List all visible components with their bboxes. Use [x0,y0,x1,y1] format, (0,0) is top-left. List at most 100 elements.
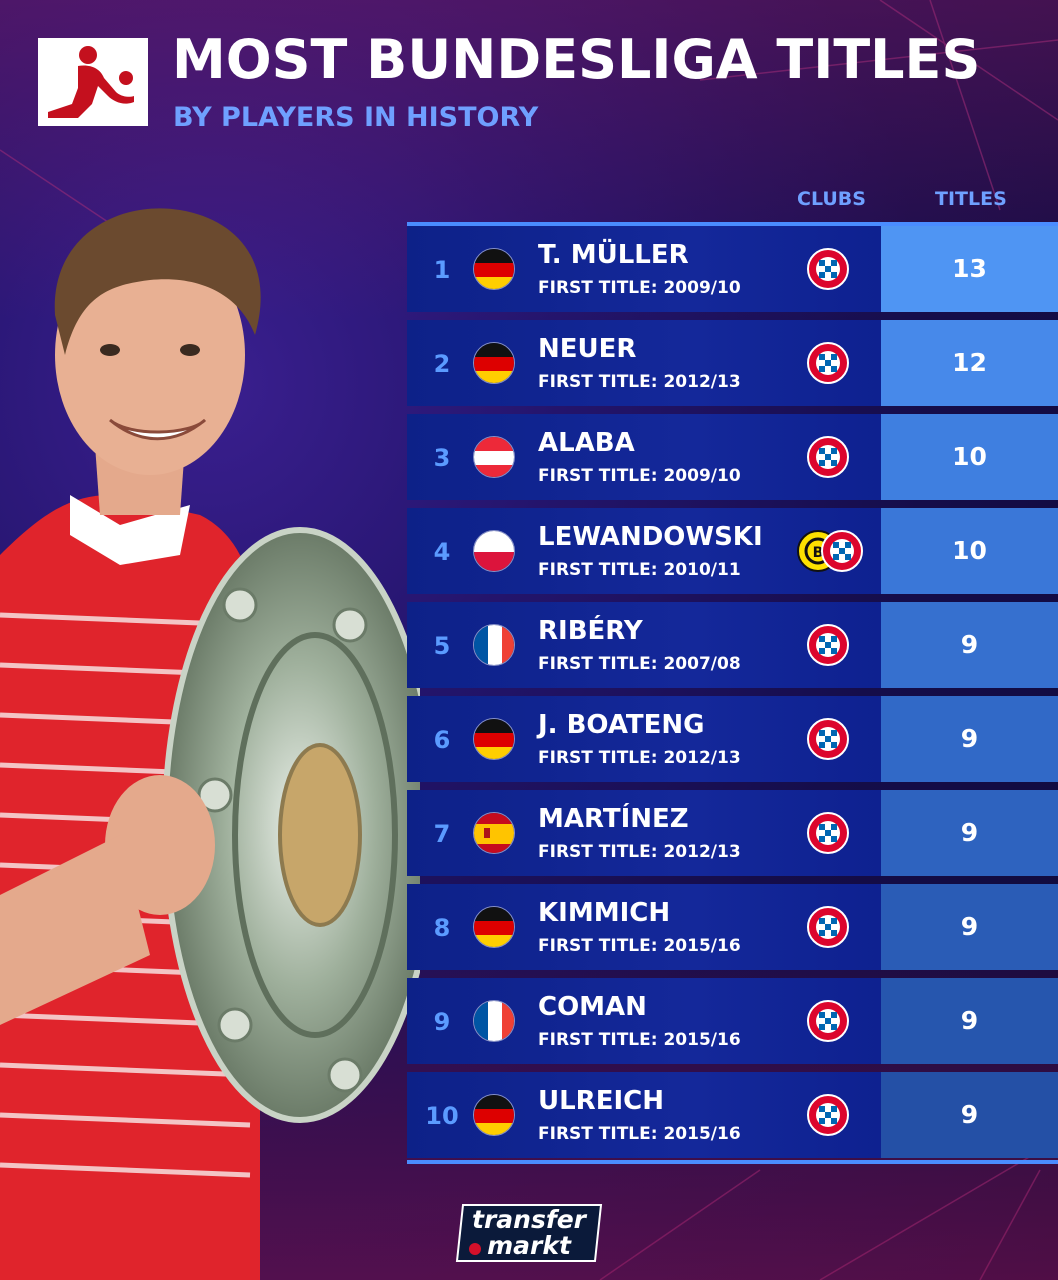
table-row: 5 RIBÉRY FIRST TITLE: 2007/08 9 [407,602,1058,688]
row-player-cell: 3 ALABA FIRST TITLE: 2009/10 [407,414,881,500]
clubs-column-header: CLUBS [797,188,866,210]
first-title: FIRST TITLE: 2012/13 [538,842,741,862]
row-player-cell: 4 LEWANDOWSKI FIRST TITLE: 2010/11 B [407,508,881,594]
first-title: FIRST TITLE: 2009/10 [538,466,741,486]
first-title: FIRST TITLE: 2015/16 [538,1030,741,1050]
germany-flag-icon [473,342,515,384]
first-title: FIRST TITLE: 2009/10 [538,278,741,298]
table-row: 6 J. BOATENG FIRST TITLE: 2012/13 9 [407,696,1058,782]
table-bottom-border [407,1160,1058,1164]
svg-text:B: B [813,545,824,561]
bayern-club-icon [807,812,849,854]
germany-flag-icon [473,248,515,290]
player-name: ULREICH [538,1086,664,1116]
first-title: FIRST TITLE: 2015/16 [538,1124,741,1144]
table-row: 3 ALABA FIRST TITLE: 2009/10 10 [407,414,1058,500]
austria-flag-icon [473,436,515,478]
row-titles-cell: 12 [881,320,1058,406]
row-titles-cell: 10 [881,414,1058,500]
rank-number: 8 [433,914,451,942]
titles-count: 13 [952,254,987,283]
row-player-cell: 2 NEUER FIRST TITLE: 2012/13 [407,320,881,406]
player-name: COMAN [538,992,647,1022]
row-titles-cell: 9 [881,978,1058,1064]
spain-flag-icon [473,812,515,854]
row-titles-cell: 9 [881,1072,1058,1158]
titles-count: 10 [952,442,987,471]
player-name: NEUER [538,334,637,364]
titles-count: 12 [952,348,987,377]
titles-count: 9 [960,630,979,659]
germany-flag-icon [473,906,515,948]
bayern-club-icon [807,248,849,290]
row-titles-cell: 10 [881,508,1058,594]
brand-line-2: markt [487,1231,571,1260]
page-title: MOST BUNDESLIGA TITLES [172,28,981,91]
player-name: KIMMICH [538,898,671,928]
bayern-club-icon [807,624,849,666]
first-title: FIRST TITLE: 2012/13 [538,748,741,768]
rank-number: 1 [433,256,451,284]
titles-count: 9 [960,912,979,941]
bayern-club-icon [807,1094,849,1136]
row-titles-cell: 9 [881,696,1058,782]
rank-number: 7 [433,820,451,848]
player-name: ALABA [538,428,635,458]
rank-number: 9 [433,1008,451,1036]
table-row: 1 T. MÜLLER FIRST TITLE: 2009/10 13 [407,226,1058,312]
rank-number: 3 [433,444,451,472]
titles-count: 9 [960,724,979,753]
transfermarkt-logo: transfer markt [455,1203,603,1263]
row-player-cell: 10 ULREICH FIRST TITLE: 2015/16 [407,1072,881,1158]
row-player-cell: 6 J. BOATENG FIRST TITLE: 2012/13 [407,696,881,782]
first-title: FIRST TITLE: 2015/16 [538,936,741,956]
row-player-cell: 9 COMAN FIRST TITLE: 2015/16 [407,978,881,1064]
row-titles-cell: 13 [881,226,1058,312]
table-row: 7 MARTÍNEZ FIRST TITLE: 2012/13 9 [407,790,1058,876]
player-name: LEWANDOWSKI [538,522,763,552]
brand-line-1: transfer [472,1205,586,1234]
france-flag-icon [473,1000,515,1042]
first-title: FIRST TITLE: 2012/13 [538,372,741,392]
titles-count: 9 [960,1100,979,1129]
rank-number: 4 [433,538,451,566]
germany-flag-icon [473,1094,515,1136]
bayern-club-icon [807,906,849,948]
titles-count: 10 [952,536,987,565]
bayern-club-icon [807,342,849,384]
bayern-club-icon [821,530,863,572]
bayern-club-icon [807,718,849,760]
player-name: J. BOATENG [538,710,705,740]
player-photo [0,208,420,1280]
table-row: 2 NEUER FIRST TITLE: 2012/13 12 [407,320,1058,406]
france-flag-icon [473,624,515,666]
rank-number: 10 [425,1102,459,1130]
rank-number: 5 [433,632,451,660]
bundesliga-logo-icon [48,46,134,118]
player-name: MARTÍNEZ [538,804,689,834]
table-row: 10 ULREICH FIRST TITLE: 2015/16 9 [407,1072,1058,1158]
row-player-cell: 5 RIBÉRY FIRST TITLE: 2007/08 [407,602,881,688]
table-row: 4 LEWANDOWSKI FIRST TITLE: 2010/11 B 10 [407,508,1058,594]
poland-flag-icon [473,530,515,572]
transfermarkt-logo-icon [455,1204,603,1262]
page-subtitle: BY PLAYERS IN HISTORY [173,102,539,133]
row-player-cell: 7 MARTÍNEZ FIRST TITLE: 2012/13 [407,790,881,876]
player-name: T. MÜLLER [538,240,689,270]
row-titles-cell: 9 [881,790,1058,876]
bayern-club-icon [807,1000,849,1042]
titles-column-header: TITLES [935,188,1007,210]
rank-number: 2 [433,350,451,378]
player-name: RIBÉRY [538,616,643,646]
table-row: 8 KIMMICH FIRST TITLE: 2015/16 9 [407,884,1058,970]
row-player-cell: 8 KIMMICH FIRST TITLE: 2015/16 [407,884,881,970]
germany-flag-icon [473,718,515,760]
titles-count: 9 [960,1006,979,1035]
row-titles-cell: 9 [881,602,1058,688]
first-title: FIRST TITLE: 2010/11 [538,560,741,580]
row-titles-cell: 9 [881,884,1058,970]
first-title: FIRST TITLE: 2007/08 [538,654,741,674]
rank-number: 6 [433,726,451,754]
table-row: 9 COMAN FIRST TITLE: 2015/16 9 [407,978,1058,1064]
